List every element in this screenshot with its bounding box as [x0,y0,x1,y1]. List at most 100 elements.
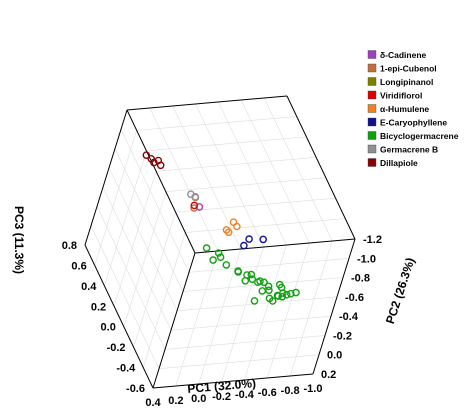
data-point [248,275,257,284]
data-point [216,253,225,262]
pc1-tick-label: 0.4 [145,397,161,409]
pc2-tick-label: -1.0 [357,253,376,265]
legend-label: Dillapiole [380,158,418,168]
data-point [156,161,165,170]
grid-line [195,103,264,248]
grid-line [94,130,138,266]
data-point [240,241,248,250]
legend-label: E-Caryophyllene [380,118,447,128]
data-point [233,222,241,231]
data-point [245,235,253,243]
pc1-tick-label: -0.2 [212,391,231,403]
pc3-tick-label: 0.4 [81,281,97,293]
x-axis-title: PC1 (32.0%) [187,376,257,396]
data-point [264,282,273,291]
grid-line [263,97,333,242]
pc2-tick-label: -0.2 [333,330,352,342]
legend-swatch [367,63,377,73]
legend-swatch [367,158,377,167]
legend: δ-Cadinene 1-epi-Cubenol Longipinanol Virid… [367,50,459,168]
data-point [195,203,204,211]
pc2-tick-label: 0.2 [321,369,336,381]
data-point [275,280,284,289]
pc3-tick-label: 0.0 [101,322,116,334]
axis-edge [126,95,288,111]
z-axis-title: PC3 (11.3%) [12,206,26,274]
axis-edge [152,252,196,389]
grid-line [289,240,333,377]
data-point [265,286,273,295]
data-point [214,249,223,257]
grid-line [114,148,184,292]
grid-line [136,116,297,131]
pc2-tick-label: -0.8 [351,273,370,285]
legend-label: δ-Cadinene [380,50,427,60]
grid-line [102,187,172,331]
grid-line [175,250,219,387]
pc1-tick-label: -1.0 [304,383,323,395]
pc3-tick-label: -0.2 [107,342,126,354]
legend-swatch [367,90,377,100]
grid-line [185,218,346,233]
pc2-tick-labels: -1.2 -1.0 -0.8 -0.6 -0.4 -0.2 0.0 0.2 [321,234,382,381]
legend-label: Viridiflorol [380,91,422,101]
data-point [260,278,268,287]
data-point [209,256,217,264]
axis-edge [84,109,128,246]
legend-label: Longipinanol [380,77,433,87]
pc1-tick-label: -0.6 [258,387,277,399]
pc2-tick-label: 0.0 [327,350,342,362]
grid-line [221,246,264,383]
legend-swatch [367,131,377,140]
grid-line [142,232,186,368]
pc2-tick-label: -0.4 [339,311,359,323]
pc1-tick-label: 0.0 [191,393,206,405]
pc1-tick-label: -0.4 [235,389,255,401]
data-point [286,289,295,298]
data-point [259,235,268,244]
grid-line [188,257,350,273]
legend-swatch [367,104,377,113]
pc1-tick-labels: 0.4 0.2 0.0 -0.2 -0.4 -0.6 -0.8 -1.0 [145,383,322,409]
pc3-tick-label: 0.6 [71,260,86,272]
legend-label: Bicyclogermacrene [380,131,459,141]
grid-line [198,248,242,385]
pc1-tick-label: -0.8 [281,385,300,397]
grid-line [165,177,326,193]
data-point [241,276,250,285]
data-point [250,297,259,305]
data-point [224,228,233,237]
legend-swatch [367,144,377,154]
axis-edge [126,109,196,254]
grid-line [170,315,332,331]
grid-line [104,150,147,286]
axis-edge [286,95,356,240]
grid-line [123,191,167,327]
grid-line [172,105,241,250]
pc2-tick-label: -1.2 [363,234,382,246]
legend-label: Germacrene B [380,145,438,155]
grid-line [149,107,219,252]
axis-edge [152,373,314,389]
grid-line [156,156,317,172]
axis-edge [84,244,154,389]
grid-line [158,354,320,370]
grid-line [244,244,287,381]
data-point [258,287,267,295]
grid-line [96,206,166,350]
grid-line [146,136,307,152]
grid-line [108,167,178,311]
data-point [292,288,300,297]
data-point [202,244,211,252]
data-point [234,267,242,275]
pc1-tick-label: 0.2 [168,395,183,407]
pc2-tick-label: -0.6 [345,292,364,304]
data-point [282,290,291,299]
axis-edge [312,238,356,375]
axis-edge [194,238,356,254]
data-point [191,192,200,201]
pc3-tick-labels: 0.8 0.6 0.4 0.2 0.0 -0.2 -0.4 -0.6 [62,240,145,395]
pc3-tick-label: 0.2 [91,301,106,313]
data-point [256,277,264,285]
